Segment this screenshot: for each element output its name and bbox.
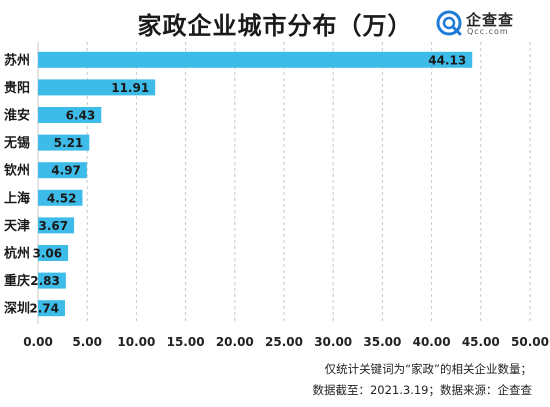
x-tick-label: 25.00 bbox=[265, 335, 303, 349]
x-tick-labels: 0.00 5.00 10.00 15.00 20.00 25.00 30.00 35.00 40… bbox=[23, 335, 549, 349]
bar-value-label: 3.67 bbox=[39, 219, 69, 233]
bar bbox=[38, 217, 75, 234]
x-tick-label: 10.00 bbox=[117, 335, 155, 349]
bar bbox=[38, 272, 66, 289]
category-label: 天津 bbox=[4, 218, 30, 234]
x-tick-label: 40.00 bbox=[413, 335, 451, 349]
qcc-logo-icon bbox=[436, 10, 462, 36]
bars: 44.13 11.91 6.43 5.21 4.97 4.52 3.67 3.06 2.83 2.… bbox=[29, 51, 473, 317]
x-tick-label: 35.00 bbox=[363, 335, 401, 349]
bar bbox=[38, 189, 83, 206]
bar-value-label: 4.97 bbox=[51, 164, 81, 178]
category-label: 钦州 bbox=[3, 163, 30, 179]
bar bbox=[38, 245, 69, 261]
x-tick-label: 50.00 bbox=[511, 335, 549, 349]
category-label: 深圳 bbox=[4, 301, 30, 317]
logo-name: 企查查 bbox=[466, 11, 515, 29]
gridlines bbox=[37, 42, 531, 324]
category-label: 淮安 bbox=[3, 108, 30, 124]
footnote-scope: 仅统计关键词为“家政”的相关企业数量； bbox=[324, 362, 532, 376]
category-label: 上海 bbox=[4, 190, 30, 206]
bar-value-label: 3.06 bbox=[33, 247, 63, 261]
category-label: 无锡 bbox=[3, 135, 30, 151]
bar bbox=[38, 300, 65, 317]
bar-value-label: 11.91 bbox=[111, 81, 149, 95]
footnote-source: 数据截至：2021.3.19；数据来源：企查查 bbox=[312, 383, 532, 397]
bar bbox=[38, 107, 102, 123]
x-tick-label: 20.00 bbox=[216, 335, 254, 349]
logo-domain: Qcc.com bbox=[467, 27, 509, 36]
x-tick-label: 5.00 bbox=[72, 335, 102, 349]
bar-value-label: 2.83 bbox=[30, 274, 60, 288]
x-tick-label: 0.00 bbox=[23, 335, 53, 349]
bar-value-label: 2.74 bbox=[29, 302, 59, 316]
category-label: 贵阳 bbox=[4, 80, 30, 96]
bar-value-label: 44.13 bbox=[428, 53, 466, 67]
category-label: 重庆 bbox=[4, 273, 30, 289]
x-tick-label: 15.00 bbox=[167, 335, 205, 349]
bar-value-label: 6.43 bbox=[66, 109, 96, 123]
bar bbox=[38, 162, 87, 179]
qcc-logo: 企查查 Qcc.com bbox=[436, 8, 540, 38]
bar bbox=[38, 134, 90, 151]
bar-value-label: 4.52 bbox=[47, 191, 77, 205]
bar bbox=[38, 51, 473, 68]
bar-value-label: 5.21 bbox=[54, 136, 84, 150]
category-label: 杭州 bbox=[4, 246, 30, 262]
x-tick-label: 30.00 bbox=[314, 335, 352, 349]
x-tick-label: 45.00 bbox=[462, 335, 500, 349]
chart-title: 家政企业城市分布（万） bbox=[137, 12, 413, 40]
bar bbox=[38, 79, 156, 96]
category-label: 苏州 bbox=[4, 52, 30, 68]
